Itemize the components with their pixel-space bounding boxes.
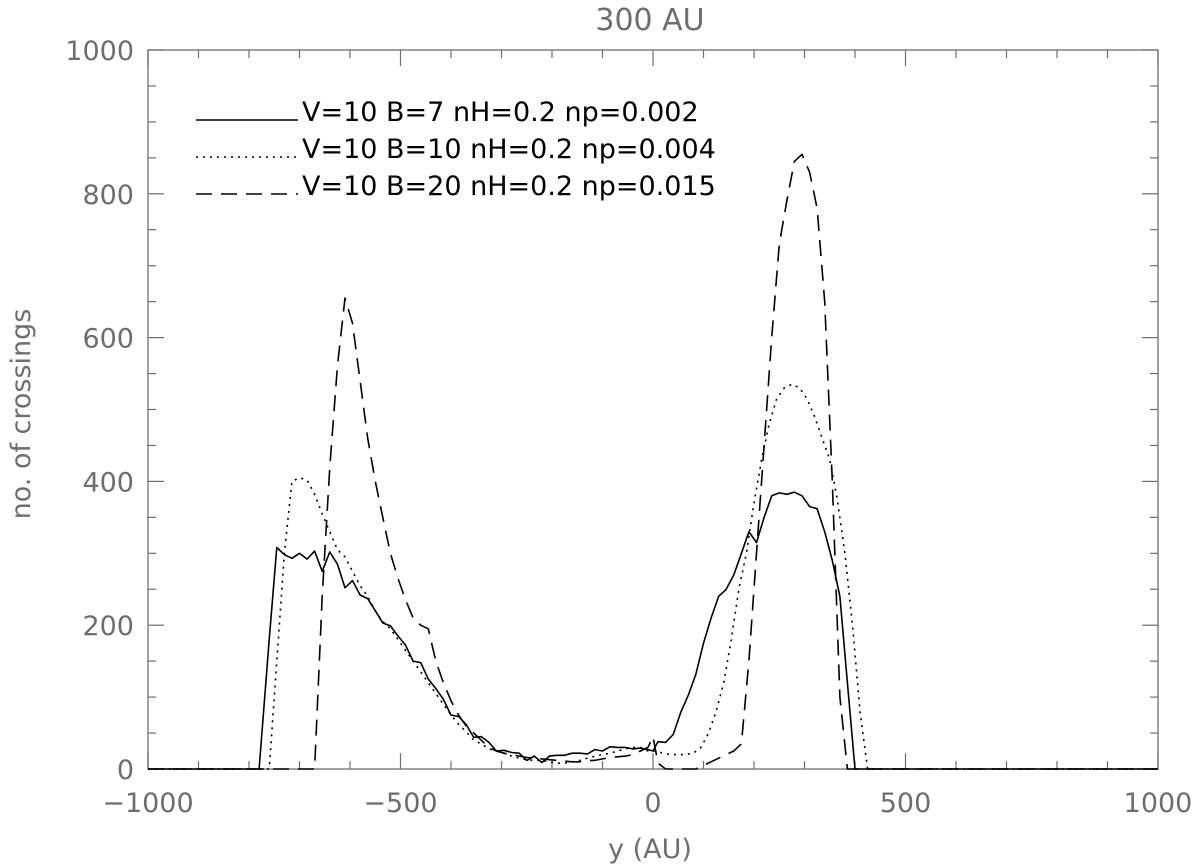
y-axis-label: no. of crossings [6,309,37,520]
y-tick-label: 1000 [65,36,134,67]
series-lines [148,153,1158,770]
x-tick-label: −1000 [102,788,193,819]
y-tick-label: 200 [82,611,134,642]
series-line-2 [148,383,1158,770]
x-tick-label: 0 [644,788,661,819]
y-tick-labels: 0 200 400 600 800 1000 [65,36,134,786]
y-tick-label: 600 [82,324,134,355]
y-tick-label: 800 [82,180,134,211]
series-line-3 [148,153,1158,770]
legend: V=10 B=7 nH=0.2 np=0.002 V=10 B=10 nH=0.2… [196,97,716,202]
x-tick-label: 1000 [1124,788,1193,819]
x-tick-labels: −1000 −500 0 500 1000 [102,788,1192,819]
y-tick-label: 0 [117,755,134,786]
x-tick-label: 500 [880,788,932,819]
legend-label-2: V=10 B=10 nH=0.2 np=0.004 [302,134,716,165]
legend-label-3: V=10 B=20 nH=0.2 np=0.015 [302,171,716,202]
legend-label-1: V=10 B=7 nH=0.2 np=0.002 [302,97,699,128]
series-line-1 [148,491,1158,770]
x-axis-label: y (AU) [608,834,692,865]
axis-ticks [147,49,1159,770]
y-tick-label: 400 [82,467,134,498]
chart-title: 300 AU [595,3,704,38]
x-tick-label: −500 [363,788,437,819]
